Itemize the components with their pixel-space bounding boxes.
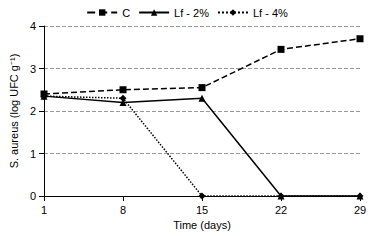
svg-text:S. aureus (log UFC g⁻¹): S. aureus (log UFC g⁻¹) (8, 54, 20, 169)
svg-text:Time (days): Time (days) (173, 219, 231, 231)
svg-text:2: 2 (30, 105, 36, 117)
svg-text:29: 29 (354, 204, 366, 216)
svg-text:15: 15 (196, 204, 208, 216)
svg-text:22: 22 (275, 204, 287, 216)
svg-text:C: C (122, 7, 130, 19)
svg-text:4: 4 (30, 20, 36, 32)
svg-text:0: 0 (30, 190, 36, 202)
svg-text:1: 1 (30, 148, 36, 160)
svg-text:Lf - 2%: Lf - 2% (174, 7, 209, 19)
svg-text:8: 8 (120, 204, 126, 216)
svg-text:1: 1 (41, 204, 47, 216)
svg-text:Lf - 4%: Lf - 4% (253, 7, 288, 19)
svg-text:3: 3 (30, 63, 36, 75)
